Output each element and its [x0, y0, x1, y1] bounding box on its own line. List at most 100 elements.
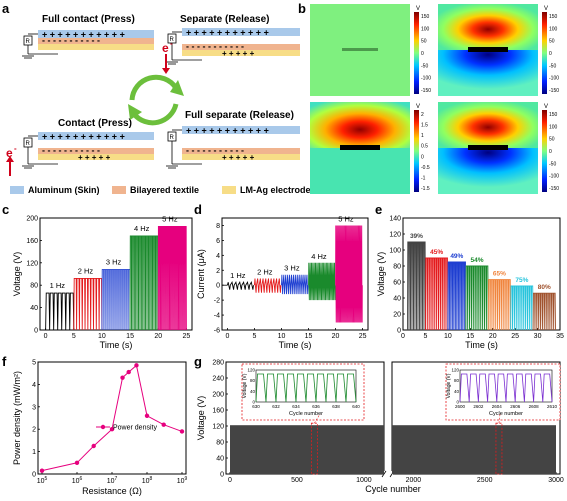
colorbar-tick: 0 — [421, 51, 424, 57]
f-ytick-label: 3 — [32, 404, 36, 411]
negative-charges: - - - - - - - - - - - — [186, 146, 244, 156]
e-ytick-label: 120 — [389, 232, 401, 239]
colorbar-tick: 1.5 — [421, 123, 428, 129]
colorbar — [414, 110, 419, 192]
resistor-label: R — [26, 39, 31, 45]
e-series-54pct — [465, 265, 489, 331]
d-ytick-label: 4 — [216, 253, 220, 260]
e-ylabel: Voltage (V) — [376, 252, 386, 297]
panel-g-chart: 0 500 1000 2000 2500 3000 0 40 80 120 160 200 240 280… — [196, 360, 564, 495]
c-xtick-label: 10 — [98, 333, 106, 340]
d-ytick-label: 0 — [216, 283, 220, 290]
g-zoom-line — [314, 413, 321, 424]
cycle-arrow-bottom-head — [128, 104, 142, 120]
f-xtick-label: 107 — [107, 476, 118, 485]
panel-a-label: a — [2, 1, 10, 16]
colorbar-tick: 150 — [421, 14, 430, 20]
d-xtick-label: 25 — [359, 333, 367, 340]
g-inset-1-xtick-label: 632 — [272, 404, 280, 409]
colorbar-tick: 100 — [549, 124, 558, 130]
colorbar-tick: 1 — [421, 133, 424, 139]
e-xtick-label: 15 — [466, 333, 474, 340]
panel-d-label: d — [194, 202, 202, 217]
d-ytick-label: -6 — [214, 328, 220, 335]
electron-symbol-1: e — [162, 41, 169, 55]
f-data-point — [179, 429, 185, 434]
field-positive — [310, 102, 410, 148]
g-xtick-label: 2500 — [477, 477, 493, 484]
d-freq-label: 4 Hz — [311, 252, 327, 261]
negative-charges: - - - - - - - - - - - — [42, 146, 100, 156]
field-positive — [438, 102, 538, 148]
e-xtick-label: 0 — [401, 333, 405, 340]
g-inset-2-border — [445, 363, 561, 421]
e-xtick-label: 10 — [444, 333, 452, 340]
e-percent-label: 54% — [471, 257, 484, 264]
g-inset-2-ylabel: Voltage (V) — [446, 373, 452, 398]
e-ytick-label: 60 — [393, 280, 401, 287]
e-percent-label: 45% — [430, 249, 443, 256]
aluminum-layer — [182, 126, 300, 134]
e-percent-label: 49% — [450, 253, 463, 260]
stack-full-separate: + + + + + + + + + + + - - - - - - - - - -… — [166, 126, 300, 169]
e-series-65pct — [487, 279, 512, 331]
legend-electrode: LM-Ag electrode — [240, 185, 311, 195]
g-ytick-label: 160 — [212, 408, 224, 415]
potential-map-3: V2 1.5 1 0.5 0 -0.5 -1 -1.5 — [310, 102, 430, 194]
c-ylabel: Voltage (V) — [12, 252, 22, 297]
d-series-4hz — [308, 262, 336, 301]
f-data-point — [126, 369, 131, 375]
c-series-2hz — [73, 278, 103, 331]
g-ytick-label: 80 — [216, 440, 224, 447]
e-ytick-label: 140 — [389, 216, 401, 223]
e-ytick-label: 40 — [393, 296, 401, 303]
c-series-4hz — [129, 235, 159, 331]
negative-charges: - - - - - - - - - - - — [42, 36, 100, 46]
d-frame — [221, 217, 369, 331]
colorbar-tick: 2 — [421, 112, 424, 118]
f-data-point — [91, 443, 96, 449]
field-negative — [438, 50, 538, 96]
e-series-75pct — [510, 285, 534, 331]
g-inset-1-xtick-label: 636 — [312, 404, 320, 409]
colorbar-tick: -50 — [421, 63, 428, 69]
f-xtick-exp: 8 — [150, 476, 153, 482]
stack-full-contact: + + + + + + + + + + +- - - - - - - - - -… — [22, 30, 154, 59]
g-highlight-right — [495, 422, 503, 475]
f-legend-marker — [100, 424, 106, 430]
colorbar-tick: -150 — [421, 88, 431, 94]
c-ytick-label: 160 — [26, 238, 38, 245]
g-ytick-label: 280 — [212, 360, 224, 367]
e-series-39pct — [407, 241, 426, 331]
colorbar-tick: -150 — [549, 88, 559, 94]
g-inset-2-ytick-label: 80 — [454, 378, 460, 383]
textile-layer — [182, 44, 300, 50]
e-ytick-label: 80 — [393, 264, 401, 271]
f-xtick-exp: 5 — [45, 476, 48, 482]
g-inset-1-xtick-label: 640 — [352, 404, 360, 409]
g-zoom-line — [498, 413, 501, 424]
resistor-label: R — [26, 141, 31, 147]
d-xtick-label: 20 — [332, 333, 340, 340]
electrode-layer — [182, 50, 300, 56]
panel-c-label: c — [2, 202, 9, 217]
colorbar-tick: -50 — [549, 161, 556, 167]
e-xtick-label: 5 — [423, 333, 427, 340]
positive-charges: + + + + + + + + + + + — [42, 30, 125, 40]
cycle-arrow-bottom — [132, 103, 179, 126]
e-xtick-label: 25 — [511, 333, 519, 340]
state-separate: Separate (Release) — [180, 14, 270, 25]
colorbar-tick: 100 — [549, 26, 558, 32]
panel-a-schematic: Full contact (Press) Separate (Release) … — [6, 14, 311, 195]
aluminum-layer — [182, 28, 300, 36]
c-series-5hz — [157, 225, 187, 331]
textile-layer — [38, 38, 154, 44]
g-inset-2-xtick-label: 2600 — [455, 404, 466, 409]
f-xtick-exp: 7 — [115, 476, 118, 482]
g-inset-1: 630 632 634 636 638 640 0 40 80 120 Cycle number Vo… — [241, 363, 365, 421]
legend-textile-swatch — [112, 186, 126, 194]
d-freq-label: 1 Hz — [230, 271, 246, 280]
colorbar-tick: -0.5 — [421, 165, 430, 171]
d-freq-label: 3 Hz — [284, 264, 300, 273]
